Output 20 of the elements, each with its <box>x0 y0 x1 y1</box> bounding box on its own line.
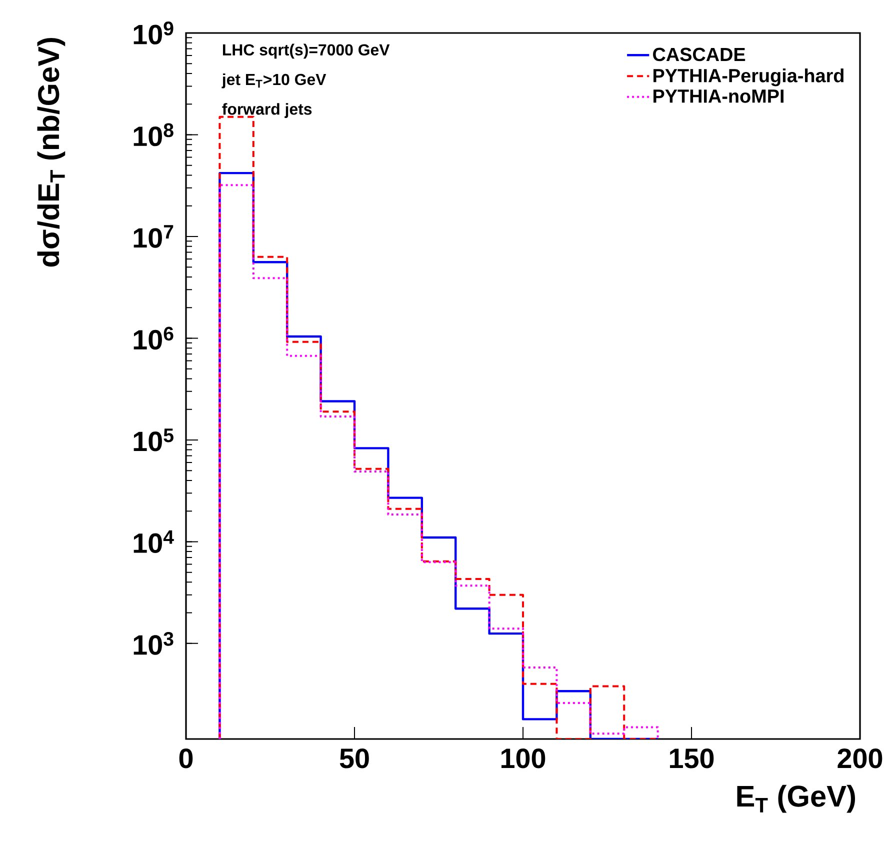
y-tick-label: 10$^{9}$ <box>134 22 174 44</box>
y-tick-label: 10$^{6}$ <box>134 326 174 350</box>
legend-label: PYTHIA-noMPI <box>654 90 784 103</box>
y-tick-label: 10$^{4}$ <box>134 530 174 554</box>
x-axis-title: E$_{T}$ (GeV) <box>737 784 855 813</box>
y-tick-label: 10$^{3}$ <box>134 632 174 655</box>
annotation: jet E$_{T}$>10 GeV <box>222 73 326 88</box>
legend-label: PYTHIA-Perugia-hard <box>654 68 844 86</box>
x-tick-label: 0 <box>179 748 193 768</box>
y-tick-label: 10$^{7}$ <box>134 225 174 248</box>
y-tick-label: 10$^{5}$ <box>134 428 174 452</box>
y-axis-title: dσ/dE$_{T}$ (nb/GeV) <box>37 38 66 267</box>
annotation: forward jets <box>222 103 312 118</box>
x-tick-label: 150 <box>670 748 714 768</box>
x-tick-label: 100 <box>501 748 546 768</box>
annotation: LHC sqrt(s)=7000 GeV <box>222 44 390 59</box>
x-tick-label: 200 <box>838 748 882 768</box>
x-tick-label: 50 <box>340 748 369 768</box>
legend-label: CASCADE <box>653 48 746 62</box>
y-tick-label: 10$^{8}$ <box>134 123 174 146</box>
